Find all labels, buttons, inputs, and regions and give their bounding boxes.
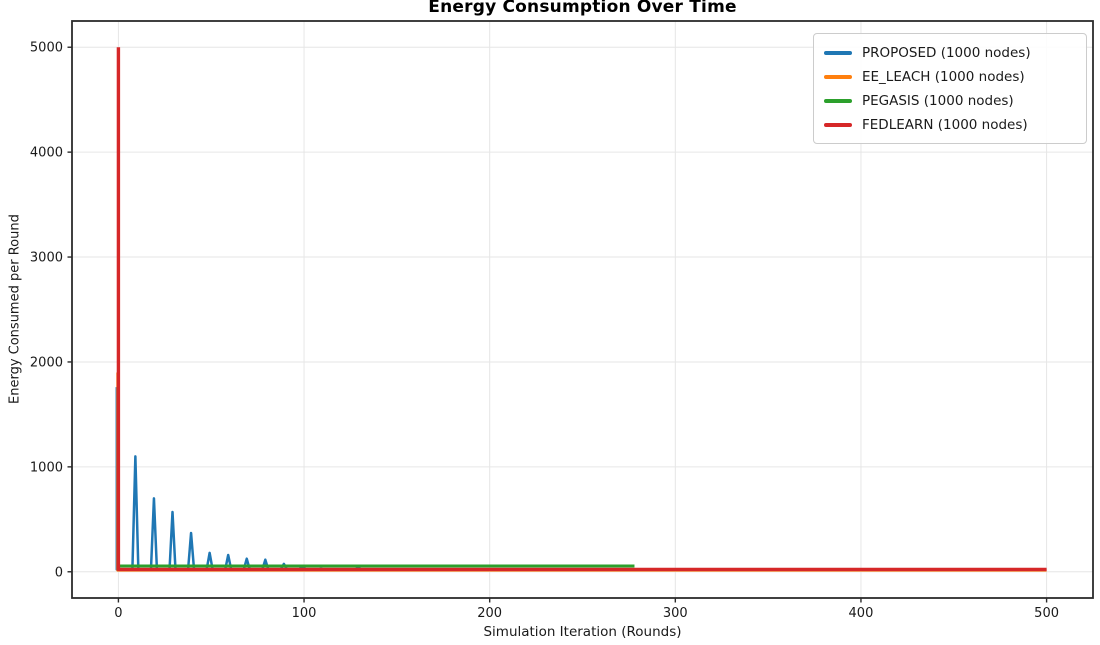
legend-item: EE_LEACH (1000 nodes): [824, 65, 1076, 88]
legend-swatch-line: [824, 74, 852, 79]
chart-title: Energy Consumption Over Time: [428, 0, 737, 17]
legend-label: FEDLEARN (1000 nodes): [862, 116, 1028, 133]
y-tick-label: 1000: [30, 460, 63, 475]
x-axis-label: Simulation Iteration (Rounds): [483, 624, 682, 640]
y-tick-label: 4000: [30, 146, 63, 161]
x-tick-label: 300: [663, 606, 688, 621]
legend-item: PEGASIS (1000 nodes): [824, 89, 1076, 112]
x-tick-label: 100: [292, 606, 317, 621]
series-line-ee_leach: [116, 372, 1047, 572]
legend-swatch-line: [824, 98, 852, 103]
x-tick-label: 0: [114, 606, 122, 621]
legend-label: PROPOSED (1000 nodes): [862, 44, 1031, 61]
y-tick-label: 3000: [30, 251, 63, 266]
legend-label: EE_LEACH (1000 nodes): [862, 68, 1025, 85]
y-tick-label: 2000: [30, 355, 63, 370]
series-line-proposed: [115, 387, 380, 571]
legend-swatch-line: [824, 122, 852, 127]
series-line-fedlearn: [116, 47, 1047, 572]
legend-label: PEGASIS (1000 nodes): [862, 92, 1014, 109]
x-tick-label: 200: [477, 606, 502, 621]
y-tick-label: 5000: [30, 41, 63, 56]
y-axis-label: Energy Consumed per Round: [7, 214, 23, 405]
y-tick-label: 0: [55, 565, 63, 580]
legend-item: FEDLEARN (1000 nodes): [824, 113, 1076, 136]
x-tick-label: 500: [1034, 606, 1059, 621]
axes-spines: [71, 20, 1094, 599]
legend-item: PROPOSED (1000 nodes): [824, 41, 1076, 64]
legend-swatch-line: [824, 50, 852, 55]
x-tick-label: 400: [849, 606, 874, 621]
legend: PROPOSED (1000 nodes) EE_LEACH (1000 node…: [813, 33, 1087, 144]
